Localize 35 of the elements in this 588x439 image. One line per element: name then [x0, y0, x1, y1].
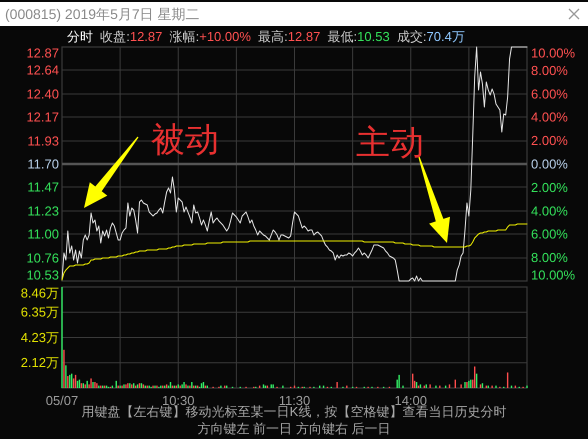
x-tick-label: 05/07: [46, 393, 78, 408]
y-tick-label: 11.93: [27, 134, 59, 148]
y2-tick-label: 4.00%: [531, 110, 568, 125]
annotation: 被动: [151, 120, 219, 160]
y2-tick-label: 8.00%: [531, 250, 568, 266]
y2-tick-label: 0.00%: [531, 156, 568, 172]
annotation: 主动: [356, 123, 424, 163]
chart-title: (000815) 2019年5月7日 星期二: [5, 6, 200, 22]
y-tick-label: 12.87: [26, 46, 59, 60]
y-tick-label: 4.23万: [20, 330, 59, 345]
y-tick-label: 8.46万: [20, 286, 59, 300]
y2-tick-label: 2.00%: [531, 180, 568, 195]
y-tick-label: 12.40: [26, 86, 59, 102]
y-tick-label: 6.35万: [20, 304, 59, 320]
y2-tick-label: 10.00%: [531, 268, 576, 282]
text: 分时 收盘:12.87 涨幅:+10.00% 最高:12.87 最低:10.53 成交:70.4万: [67, 29, 465, 44]
y2-tick-label: 2.00%: [531, 133, 568, 148]
y-tick-label: 11.00: [27, 226, 59, 242]
y2-tick-label: 10.00%: [531, 46, 576, 60]
line-series: [62, 46, 528, 282]
y-tick-label: 12.64: [26, 62, 59, 78]
y2-tick-label: 4.00%: [531, 203, 568, 218]
line-series: [62, 224, 528, 280]
y2-tick-label: 6.00%: [531, 226, 568, 242]
y-tick-label: 11.23: [27, 204, 59, 218]
y-tick-label: 11.70: [27, 156, 59, 172]
y-tick-label: 10.76: [26, 250, 59, 266]
text: 方向键左 前一日 方向键右 后一日: [198, 421, 390, 436]
y2-tick-label: 8.00%: [531, 62, 568, 78]
y-tick-label: 11.47: [27, 180, 59, 194]
text: 用键盘【左右键】移动光标至某一日K线，按【空格键】查看当日历史分时: [82, 404, 506, 419]
y2-tick-label: 6.00%: [531, 86, 568, 102]
y-tick-label: 12.17: [26, 110, 59, 124]
y-tick-label: 2.12万: [20, 355, 59, 370]
y-tick-label: 10.53: [26, 268, 59, 282]
